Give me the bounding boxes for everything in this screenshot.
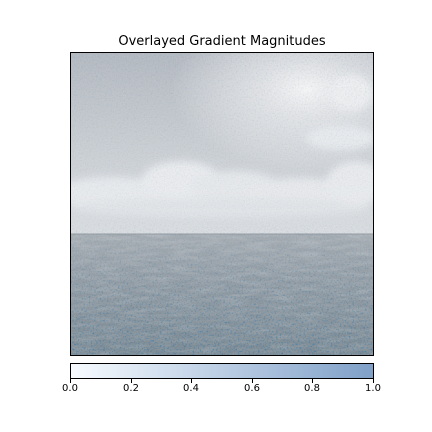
colorbar: [70, 363, 374, 379]
colorbar-tick: [252, 379, 253, 383]
colorbar-tick: [312, 379, 313, 383]
colorbar-tick: [373, 379, 374, 383]
colorbar-gradient: [71, 364, 373, 378]
image-axes: [70, 52, 374, 356]
colorbar-tick-label: 0.0: [62, 383, 78, 394]
colorbar-tick: [191, 379, 192, 383]
colorbar-tick-label: 0.6: [244, 383, 260, 394]
colorbar-tick: [131, 379, 132, 383]
colorbar-tick-label: 1.0: [365, 383, 381, 394]
seascape-image: [71, 53, 373, 355]
colorbar-tick: [70, 379, 71, 383]
colorbar-tick-label: 0.2: [123, 383, 139, 394]
plot-title: Overlayed Gradient Magnitudes: [118, 34, 326, 49]
colorbar-tick-label: 0.4: [183, 383, 199, 394]
colorbar-tick-label: 0.8: [304, 383, 320, 394]
